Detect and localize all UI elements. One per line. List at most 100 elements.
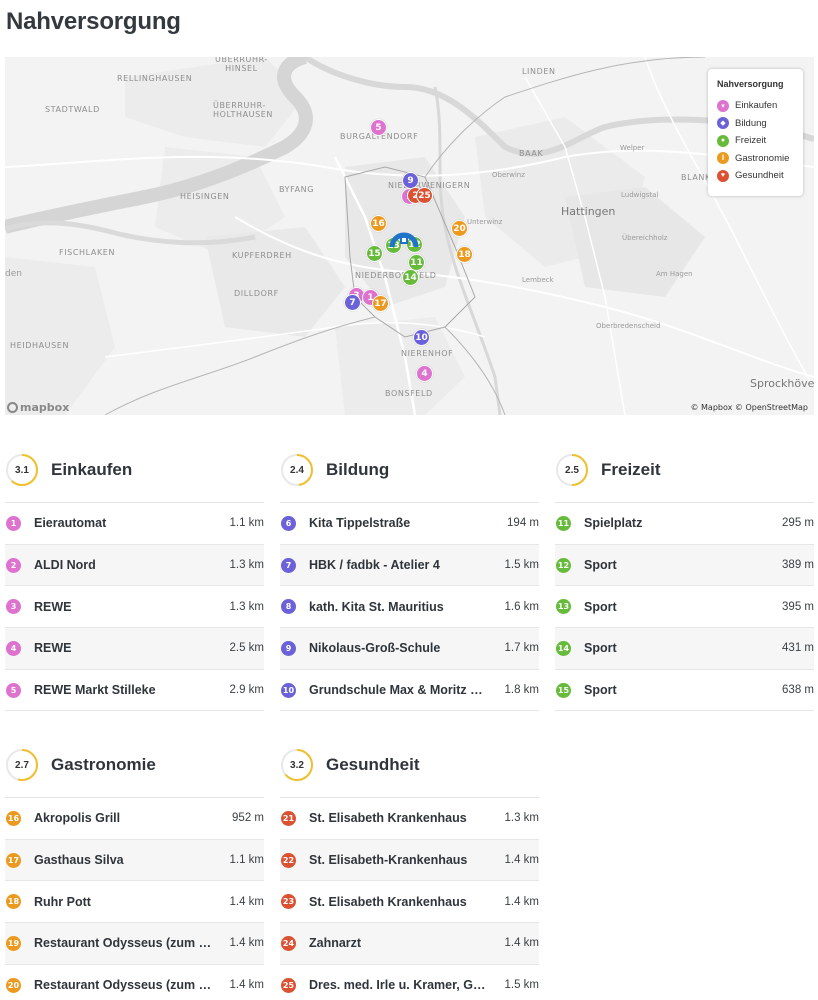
map[interactable]: ÜBERRUHR- HINSEL RELLINGHAUSEN STADTWALD …: [5, 57, 814, 415]
leaf-icon: ●: [717, 134, 729, 147]
item-number-badge: 10: [281, 682, 296, 698]
list-item[interactable]: 19 Restaurant Odysseus (zum … 1.4 km: [5, 923, 264, 965]
item-distance: 2.5 km: [229, 642, 264, 655]
list-item[interactable]: 22 St. Elisabeth-Krankenhaus 1.4 km: [280, 839, 539, 882]
item-distance: 1.4 km: [229, 895, 264, 908]
category-header: 2.5 Freizeit: [555, 450, 814, 490]
item-name: REWE: [34, 599, 72, 614]
item-name: Akropolis Grill: [34, 811, 121, 826]
cart-icon: ▾: [717, 99, 729, 112]
item-distance: 431 m: [782, 642, 814, 655]
item-number-badge: 7: [281, 557, 296, 573]
map-pin-25[interactable]: 25: [416, 187, 433, 204]
home-marker-icon[interactable]: [389, 225, 419, 255]
list-item[interactable]: 7 HBK / fadbk - Atelier 4 1.5 km: [280, 544, 539, 587]
map-pin-5[interactable]: 5: [370, 119, 387, 136]
item-name: Ruhr Pott: [34, 894, 91, 909]
list-item[interactable]: 16 Akropolis Grill 952 m: [5, 798, 264, 840]
item-name: Sport: [584, 558, 617, 573]
list-item[interactable]: 5 REWE Markt Stilleke 2.9 km: [5, 670, 264, 712]
item-number-badge: 5: [6, 682, 21, 698]
item-number-badge: 8: [281, 599, 296, 615]
list-item[interactable]: 8 kath. Kita St. Mauritius 1.6 km: [280, 586, 539, 629]
map-attribution[interactable]: © Mapbox © OpenStreetMap: [690, 403, 808, 412]
item-number-badge: 2: [6, 557, 21, 573]
map-pin-10[interactable]: 10: [413, 329, 430, 346]
legend-title: Nahversorgung: [717, 79, 784, 89]
legend-item-einkaufen: ▾ Einkaufen: [717, 97, 794, 115]
map-pin-17[interactable]: 17: [372, 295, 389, 312]
list-item[interactable]: 2 ALDI Nord 1.3 km: [5, 544, 264, 587]
map-pin-16[interactable]: 16: [370, 215, 387, 232]
item-number-badge: 1: [6, 515, 21, 531]
map-pin-4[interactable]: 4: [416, 365, 433, 382]
score-badge: 2.4: [280, 453, 314, 487]
cutlery-icon: ǁ: [717, 152, 729, 165]
category-title: Gesundheit: [326, 755, 420, 774]
list-item[interactable]: 9 Nikolaus-Groß-Schule 1.7 km: [280, 628, 539, 670]
item-number-badge: 16: [6, 810, 21, 826]
item-distance: 638 m: [782, 684, 814, 697]
place-label: BLANKEN: [681, 173, 724, 182]
list-item[interactable]: 15 Sport 638 m: [555, 670, 814, 712]
item-number-badge: 14: [556, 640, 571, 656]
item-number-badge: 12: [556, 557, 571, 573]
list-item[interactable]: 18 Ruhr Pott 1.4 km: [5, 881, 264, 924]
map-pin-15[interactable]: 15: [366, 245, 383, 262]
list-item[interactable]: 24 Zahnarzt 1.4 km: [280, 923, 539, 965]
list-item[interactable]: 17 Gasthaus Silva 1.1 km: [5, 839, 264, 882]
place-label: Ludwigstal: [621, 191, 659, 199]
place-label: Unterwinz: [467, 218, 503, 226]
item-name: Sport: [584, 683, 617, 698]
item-name: REWE: [34, 641, 72, 656]
place-label: Oberbredenscheid: [596, 322, 661, 330]
item-distance: 395 m: [782, 600, 814, 613]
list-item[interactable]: 25 Dres. med. Irle u. Kramer, G… 1.5 km: [280, 965, 539, 1000]
mapbox-logo-icon: [7, 402, 18, 413]
place-label: BAAK: [519, 149, 544, 158]
list-item[interactable]: 11 Spielplatz 295 m: [555, 503, 814, 545]
item-name: Nikolaus-Groß-Schule: [309, 641, 441, 656]
item-distance: 1.7 km: [504, 642, 539, 655]
map-pin-20[interactable]: 20: [451, 220, 468, 237]
category-gastronomie: 2.7 Gastronomie 16 Akropolis Grill 952 m 17 Ga…: [5, 745, 264, 1000]
item-distance: 1.3 km: [229, 559, 264, 572]
place-label: BONSFELD: [385, 389, 433, 398]
page-title: Nahversorgung: [6, 8, 181, 35]
list-item[interactable]: 23 St. Elisabeth Krankenhaus 1.4 km: [280, 881, 539, 924]
list-item[interactable]: 4 REWE 2.5 km: [5, 628, 264, 670]
score-value: 2.7: [15, 759, 29, 771]
item-number-badge: 13: [556, 599, 571, 615]
score-badge: 3.2: [280, 748, 314, 782]
list-item[interactable]: 20 Restaurant Odysseus (zum … 1.4 km: [5, 965, 264, 1000]
item-number-badge: 22: [281, 852, 296, 868]
place-label: LINDEN: [522, 67, 556, 76]
map-pin-7[interactable]: 7: [344, 294, 361, 311]
list-item[interactable]: 13 Sport 395 m: [555, 586, 814, 629]
list-item[interactable]: 10 Grundschule Max & Moritz … 1.8 km: [280, 670, 539, 712]
legend-item-bildung: ◆ Bildung: [717, 115, 794, 133]
item-number-badge: 11: [556, 515, 571, 531]
category-bildung: 2.4 Bildung 6 Kita Tippelstraße 194 m 7 HBK / …: [280, 450, 539, 712]
legend-item-gesundheit: ♥ Gesundheit: [717, 167, 794, 185]
score-badge: 2.5: [555, 453, 589, 487]
item-number-badge: 25: [281, 977, 296, 993]
item-distance: 1.4 km: [229, 979, 264, 992]
list-item[interactable]: 14 Sport 431 m: [555, 628, 814, 670]
list-item[interactable]: 6 Kita Tippelstraße 194 m: [280, 503, 539, 545]
place-label: Am Hagen: [656, 270, 693, 278]
list-item[interactable]: 21 St. Elisabeth Krankenhaus 1.3 km: [280, 798, 539, 840]
item-name: Restaurant Odysseus (zum …: [34, 936, 212, 951]
list-item[interactable]: 3 REWE 1.3 km: [5, 586, 264, 629]
map-pin-14[interactable]: 14: [402, 269, 419, 286]
category-einkaufen: 3.1 Einkaufen 1 Eierautomat 1.1 km 2 ALDI Nord…: [5, 450, 264, 712]
list-item[interactable]: 12 Sport 389 m: [555, 544, 814, 587]
place-label: FISCHLAKEN: [59, 248, 116, 257]
item-distance: 389 m: [782, 559, 814, 572]
item-distance: 1.4 km: [504, 937, 539, 950]
place-label: NIEDERBONSFELD: [355, 271, 437, 280]
list-item[interactable]: 1 Eierautomat 1.1 km: [5, 503, 264, 545]
category-list: 21 St. Elisabeth Krankenhaus 1.3 km 22 St. E…: [280, 797, 539, 1000]
map-pin-18[interactable]: 18: [456, 246, 473, 263]
place-label: RELLINGHAUSEN: [117, 74, 193, 83]
